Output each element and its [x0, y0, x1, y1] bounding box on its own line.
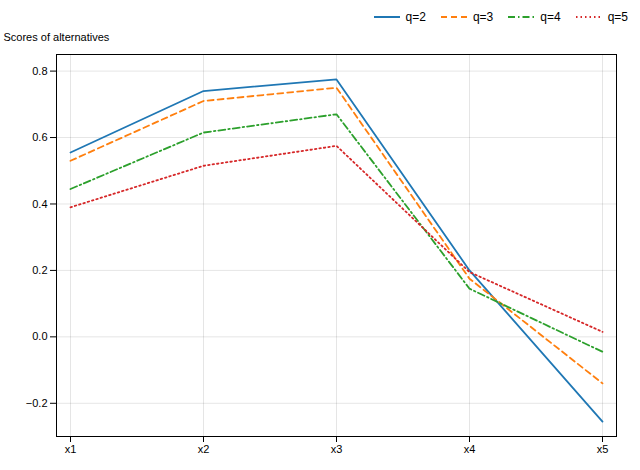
svg-text:x4: x4 — [464, 443, 476, 455]
svg-text:x2: x2 — [198, 443, 210, 455]
svg-text:0.2: 0.2 — [32, 264, 47, 276]
html-text:q=2: q=2 — [405, 10, 426, 24]
html-text:q=3: q=3 — [472, 10, 494, 24]
html-text:q=4: q=4 — [540, 10, 561, 24]
svg-text:x3: x3 — [331, 443, 343, 455]
svg-text:−0.2: −0.2 — [26, 397, 48, 409]
svg-text:x1: x1 — [65, 443, 77, 455]
html-text:q=5: q=5 — [607, 10, 628, 24]
svg-text:Scores of alternatives: Scores of alternatives — [4, 31, 110, 43]
svg-text:x5: x5 — [597, 443, 609, 455]
svg-text:0.0: 0.0 — [32, 330, 47, 342]
svg-text:0.6: 0.6 — [32, 131, 47, 143]
svg-text:0.8: 0.8 — [32, 65, 47, 77]
svg-text:0.4: 0.4 — [32, 197, 47, 209]
